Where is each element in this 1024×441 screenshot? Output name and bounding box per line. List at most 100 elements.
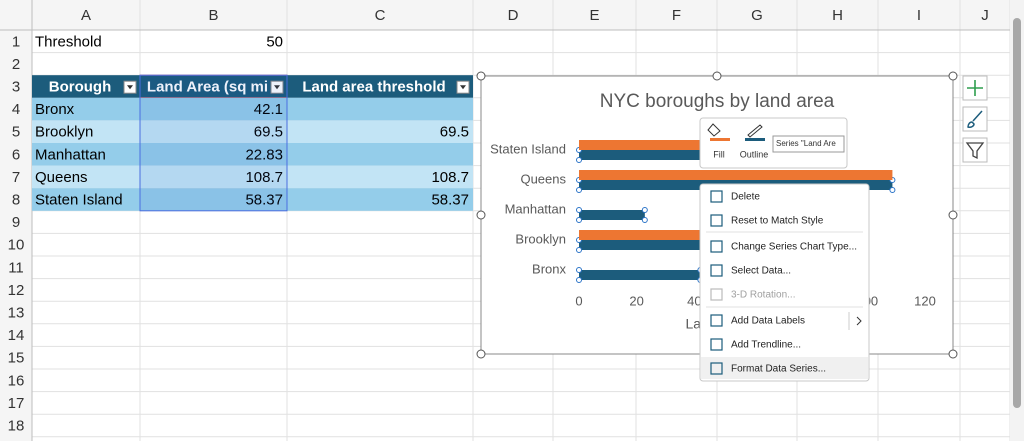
table-cell[interactable]: 69.5 xyxy=(440,124,469,141)
menu-hover xyxy=(701,357,868,379)
menu-item[interactable]: Change Series Chart Type... xyxy=(731,242,857,253)
fill-label[interactable]: Fill xyxy=(713,149,725,159)
chart-title[interactable]: NYC boroughs by land area xyxy=(600,91,835,112)
fill-button[interactable]: Fill xyxy=(707,123,730,159)
filter-arrow xyxy=(460,85,466,90)
row-header[interactable]: 14 xyxy=(8,327,25,344)
menu-item[interactable]: Delete xyxy=(731,192,760,203)
bar[interactable] xyxy=(579,140,748,150)
column-header[interactable]: D xyxy=(508,7,519,24)
column-header[interactable]: G xyxy=(751,7,763,24)
bar[interactable] xyxy=(579,150,748,160)
table-cell[interactable]: 42.1 xyxy=(254,101,283,118)
column-header[interactable]: B xyxy=(208,7,218,24)
row-header[interactable]: 7 xyxy=(12,169,20,186)
menu-item[interactable]: Add Trendline... xyxy=(731,340,801,351)
chart-handle[interactable] xyxy=(476,349,486,359)
cell[interactable]: 50 xyxy=(266,33,283,50)
row-header[interactable]: 6 xyxy=(12,146,20,163)
format-toolbar: Fill Outline Series "Land Are xyxy=(699,117,848,169)
chart-handle[interactable] xyxy=(948,349,958,359)
selected-range xyxy=(139,74,288,212)
column-header[interactable]: I xyxy=(917,7,921,24)
submenu-arrow xyxy=(856,316,862,326)
chart-handle[interactable] xyxy=(476,210,486,220)
menu-icon xyxy=(710,288,723,301)
bar[interactable] xyxy=(579,270,701,280)
chart-elements-button[interactable] xyxy=(962,75,988,101)
y-tick-label: Brooklyn xyxy=(515,231,566,246)
bar[interactable] xyxy=(579,240,780,250)
table-cell[interactable]: Manhattan xyxy=(35,146,106,163)
row-header[interactable]: 12 xyxy=(8,282,25,299)
row-header[interactable]: 5 xyxy=(12,124,20,141)
row-header[interactable]: 13 xyxy=(8,304,25,321)
column-header[interactable]: A xyxy=(81,7,91,24)
chart-handle[interactable] xyxy=(712,71,722,81)
selection-handle xyxy=(641,217,648,223)
table-cell[interactable]: 58.37 xyxy=(245,191,283,208)
table-cell[interactable]: 108.7 xyxy=(431,169,469,186)
table-cell[interactable]: Staten Island xyxy=(35,191,123,208)
table-header-cell[interactable]: Land Area (sq mi xyxy=(147,78,268,95)
row-header[interactable]: 11 xyxy=(8,259,24,276)
row-header[interactable]: 4 xyxy=(12,101,20,118)
table-cell[interactable]: Queens xyxy=(35,169,88,186)
cell[interactable]: Threshold xyxy=(35,33,102,50)
table-cell[interactable]: 108.7 xyxy=(245,169,283,186)
menu-item[interactable]: Select Data... xyxy=(731,266,791,277)
selection-handle xyxy=(889,187,896,193)
row-header[interactable]: 17 xyxy=(8,395,25,412)
scroll-thumb[interactable] xyxy=(1013,18,1021,408)
menu-item[interactable]: Add Data Labels xyxy=(731,316,805,327)
row-header[interactable]: 8 xyxy=(12,191,20,208)
selection-handle xyxy=(576,247,582,253)
row-header-bar xyxy=(0,30,32,441)
row-header[interactable]: 1 xyxy=(12,33,20,50)
outline-label[interactable]: Outline xyxy=(740,149,769,159)
column-header[interactable]: H xyxy=(832,7,843,24)
table-cell[interactable]: 22.83 xyxy=(245,146,283,163)
menu-icon xyxy=(710,240,723,253)
row-header[interactable]: 15 xyxy=(8,350,25,367)
table-cell[interactable]: Brooklyn xyxy=(35,124,93,141)
table-row xyxy=(32,120,473,143)
row-header[interactable]: 10 xyxy=(8,237,25,254)
row-header[interactable]: 18 xyxy=(8,417,25,434)
menu-item: 3-D Rotation... xyxy=(731,290,795,301)
menu-item[interactable]: Format Data Series... xyxy=(731,364,826,375)
outline-button[interactable]: Outline xyxy=(740,124,769,159)
table-header xyxy=(32,75,473,98)
selection-handle xyxy=(576,157,582,163)
table-cell[interactable]: Bronx xyxy=(35,101,75,118)
x-tick-label: 0 xyxy=(575,293,582,308)
table-cell[interactable]: 69.5 xyxy=(254,124,283,141)
table-row xyxy=(32,97,473,121)
chart-styles-button[interactable] xyxy=(962,106,988,132)
table-cell[interactable]: 58.37 xyxy=(431,191,469,208)
bar[interactable] xyxy=(579,230,780,240)
selection-handle xyxy=(576,277,582,283)
bar[interactable] xyxy=(579,210,645,220)
bar[interactable] xyxy=(579,170,893,180)
row-header[interactable]: 2 xyxy=(12,56,20,73)
column-header[interactable]: J xyxy=(981,7,989,24)
row-header[interactable]: 3 xyxy=(12,78,20,95)
row-header[interactable]: 16 xyxy=(8,372,25,389)
series-dropdown-label[interactable]: Series "Land Are xyxy=(776,139,836,148)
chart-handle[interactable] xyxy=(948,210,958,220)
table-header-cell[interactable]: Land area threshold xyxy=(302,78,445,95)
table-header-cell[interactable]: Borough xyxy=(49,78,111,95)
chart-filters-button[interactable] xyxy=(962,137,988,163)
menu-item[interactable]: Reset to Match Style xyxy=(731,216,824,227)
column-header[interactable]: F xyxy=(672,7,681,24)
chart-handle[interactable] xyxy=(948,71,958,81)
selection-handle xyxy=(576,267,582,273)
column-header[interactable]: E xyxy=(589,7,599,24)
chart-handle[interactable] xyxy=(476,71,486,81)
series-dropdown[interactable]: Series "Land Are xyxy=(772,135,845,153)
column-header[interactable]: C xyxy=(375,7,386,24)
row-header[interactable]: 9 xyxy=(12,214,20,231)
y-tick-label: Staten Island xyxy=(490,141,566,156)
x-tick-label: 20 xyxy=(629,293,643,308)
